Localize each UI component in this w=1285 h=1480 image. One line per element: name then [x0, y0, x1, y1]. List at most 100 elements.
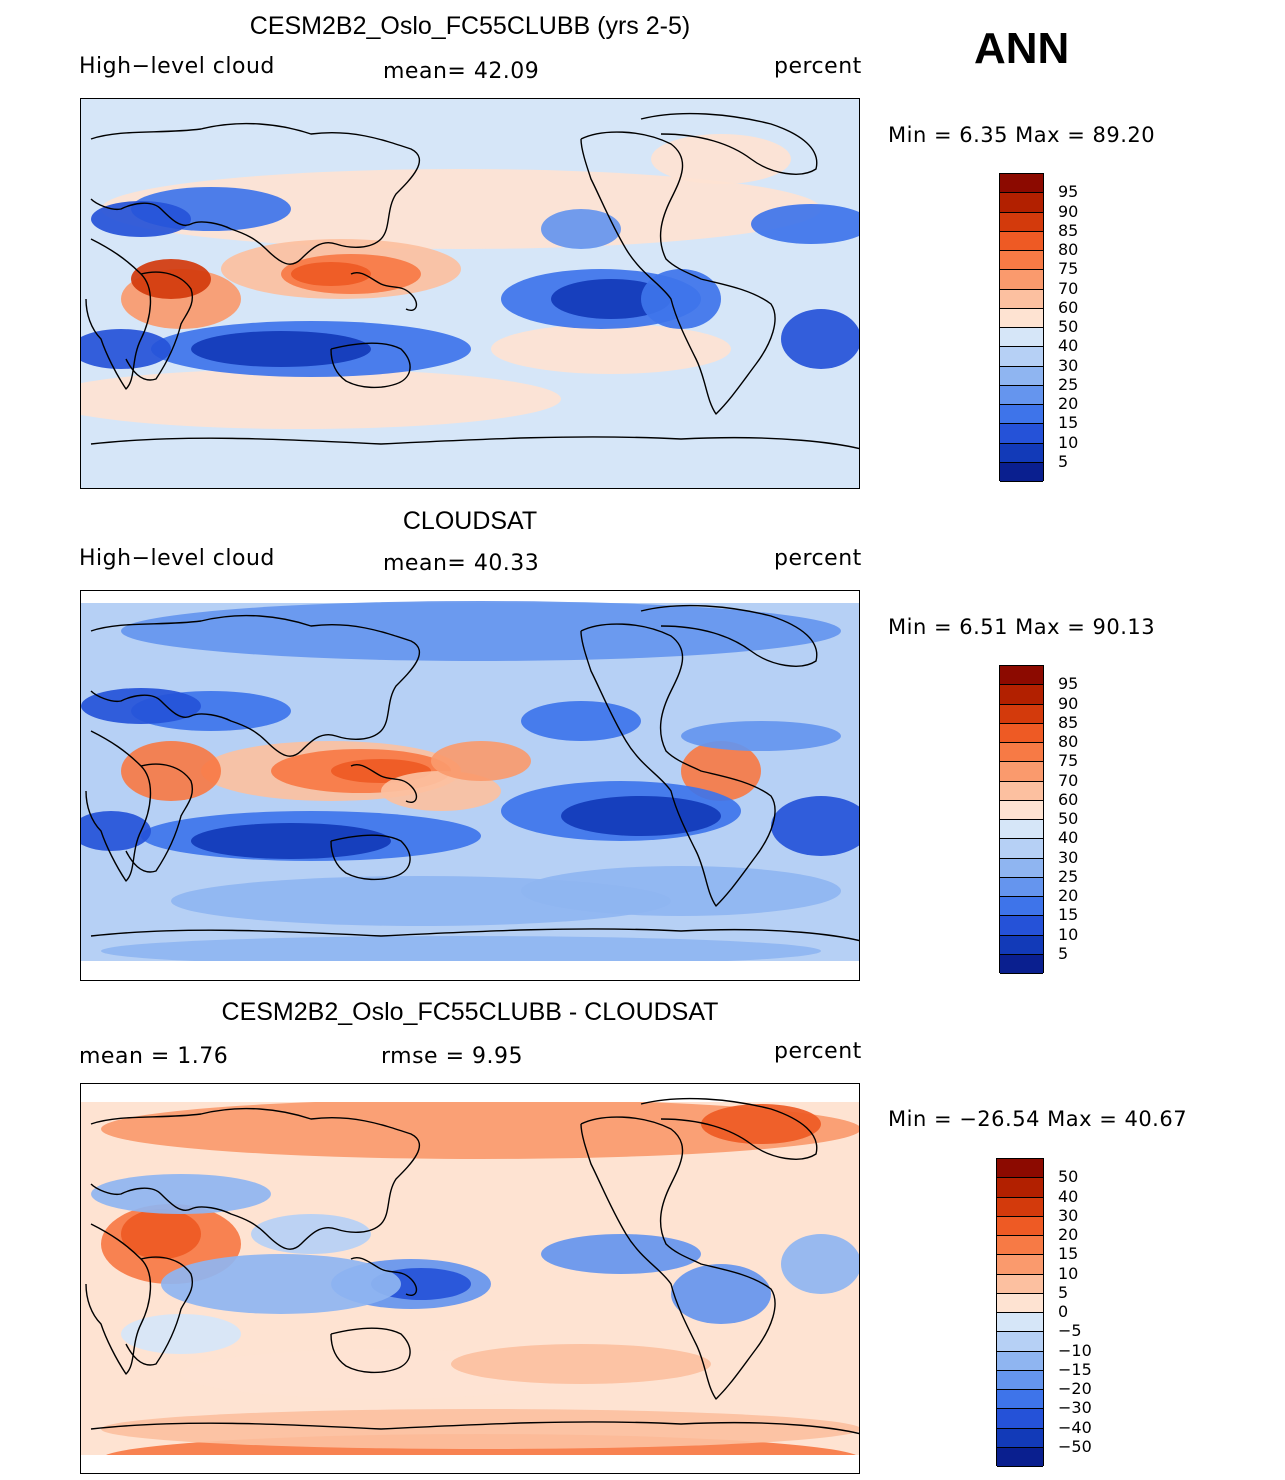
- colorbar-swatch: [997, 1216, 1043, 1236]
- colorbar-swatch: [997, 1351, 1043, 1371]
- colorbar-swatch: [1000, 308, 1043, 328]
- contour-region: [91, 1174, 271, 1214]
- colorbar-tick-label: 50: [1058, 1167, 1079, 1187]
- coastline: [640, 1097, 818, 1160]
- colorbar-swatch: [997, 1197, 1043, 1217]
- contour-region: [191, 331, 371, 367]
- colorbar-tick-label: 10: [1058, 432, 1079, 452]
- colorbar-swatch: [1000, 405, 1043, 425]
- contour-region: [521, 866, 841, 916]
- colorbar-tick-label: 80: [1058, 732, 1079, 751]
- colorbar-swatch: [1000, 231, 1043, 251]
- colorbar-swatch: [1000, 916, 1043, 936]
- contour-region: [771, 796, 859, 856]
- coastline: [85, 1223, 152, 1375]
- colorbar-swatch: [997, 1236, 1043, 1256]
- colorbar-swatch: [1000, 685, 1043, 705]
- no-data-band: [81, 961, 859, 980]
- contour-region: [291, 262, 371, 286]
- colorbar-tick-label: 10: [1058, 924, 1079, 944]
- contour-region: [81, 688, 201, 724]
- colorbar-tick-label: 30: [1058, 355, 1079, 375]
- colorbar-tick-label: 60: [1058, 297, 1079, 317]
- colorbar-swatch: [1000, 839, 1043, 859]
- contour-region: [81, 369, 561, 429]
- colorbar-swatch: [1000, 781, 1043, 801]
- coastline: [330, 834, 411, 881]
- contour-region: [561, 796, 721, 836]
- diff-units-label: percent: [774, 1039, 862, 1064]
- contour-region: [751, 204, 859, 244]
- coastline: [90, 436, 859, 450]
- colorbar-swatch: [997, 1178, 1043, 1198]
- colorbar-swatch: [1000, 328, 1043, 348]
- contour-region: [551, 279, 671, 319]
- no-data-band: [81, 1455, 859, 1473]
- colorbar-tick-label: 30: [1058, 1205, 1079, 1225]
- diff-rmse-label: rmse = 9.95: [381, 1044, 523, 1069]
- model-high-cloud-map-field: [81, 112, 859, 450]
- coastline: [125, 763, 193, 873]
- diff-minmax-label: Min = −26.54 Max = 40.67: [888, 1107, 1188, 1131]
- colorbar-swatch: [997, 1370, 1043, 1390]
- colorbar-tick-label: 50: [1058, 809, 1079, 828]
- colorbar-tick-label: 90: [1058, 693, 1079, 713]
- colorbar-tick-label: 85: [1058, 712, 1079, 732]
- coastline: [90, 614, 421, 757]
- colorbar-tick-label: −30: [1058, 1398, 1092, 1418]
- contour-region: [491, 324, 731, 374]
- colorbar-tick-label: −50: [1058, 1436, 1092, 1456]
- colorbar-swatch: [1000, 193, 1043, 213]
- contour-region: [451, 1344, 711, 1384]
- colorbar-tick-label: 95: [1058, 182, 1079, 202]
- colorbar-tick-label: 10: [1058, 1263, 1079, 1283]
- colorbar-tick-label: 40: [1058, 336, 1079, 356]
- coastline: [90, 1107, 421, 1250]
- no-data-band: [81, 591, 859, 603]
- colorbar-tick-label: 60: [1058, 789, 1079, 809]
- difference-map: [80, 1083, 860, 1474]
- contour-region: [191, 823, 391, 859]
- colorbar-swatch: [1000, 385, 1043, 405]
- contour-region: [681, 721, 841, 751]
- colorbar-swatch: [1000, 289, 1043, 309]
- contour-region: [541, 209, 621, 249]
- colorbar-tick-label: 30: [1058, 847, 1079, 867]
- diff-mean-label: mean = 1.76: [79, 1044, 229, 1069]
- colorbar-tick-label: 25: [1058, 374, 1079, 394]
- colorbar-tick-label: 50: [1058, 317, 1079, 336]
- model-units-label: percent: [774, 54, 862, 79]
- colorbar-swatch: [1000, 897, 1043, 917]
- contour-region: [121, 1209, 201, 1259]
- colorbar-tick-label: 15: [1058, 413, 1079, 433]
- colorbar-swatch: [997, 1332, 1043, 1352]
- colorbar-tick-label: 5: [1058, 1282, 1069, 1302]
- colorbar-tick-label: 40: [1058, 1186, 1079, 1206]
- colorbar-swatch: [1000, 935, 1043, 955]
- colorbar-tick-label: 40: [1058, 828, 1079, 848]
- colorbar-swatch: [1000, 424, 1043, 444]
- colorbar-swatch: [997, 1428, 1043, 1448]
- colorbar-tick-label: 70: [1058, 278, 1079, 298]
- colorbar-swatch: [997, 1313, 1043, 1333]
- coastline: [90, 1421, 859, 1435]
- contour-region: [381, 771, 501, 811]
- colorbar-tick-label: 15: [1058, 1244, 1079, 1264]
- colorbar-tick-label: 75: [1058, 259, 1079, 279]
- colorbar-swatch: [1000, 800, 1043, 820]
- obs-units-label: percent: [774, 546, 862, 571]
- contour-region: [91, 201, 191, 237]
- coastline: [125, 1256, 193, 1366]
- model-high-cloud-map: [80, 98, 860, 489]
- colorbar-tick-label: 95: [1058, 674, 1079, 694]
- colorbar-tick-label: 90: [1058, 201, 1079, 221]
- contour-region: [701, 1104, 821, 1144]
- colorbar-tick-label: 15: [1058, 905, 1079, 925]
- contour-region: [651, 134, 791, 184]
- colorbar-swatch: [997, 1159, 1043, 1179]
- coastline: [580, 1116, 776, 1400]
- coastline: [90, 122, 421, 265]
- colorbar-swatch: [997, 1293, 1043, 1313]
- colorbar-swatch: [1000, 212, 1043, 232]
- contour-region: [81, 329, 171, 369]
